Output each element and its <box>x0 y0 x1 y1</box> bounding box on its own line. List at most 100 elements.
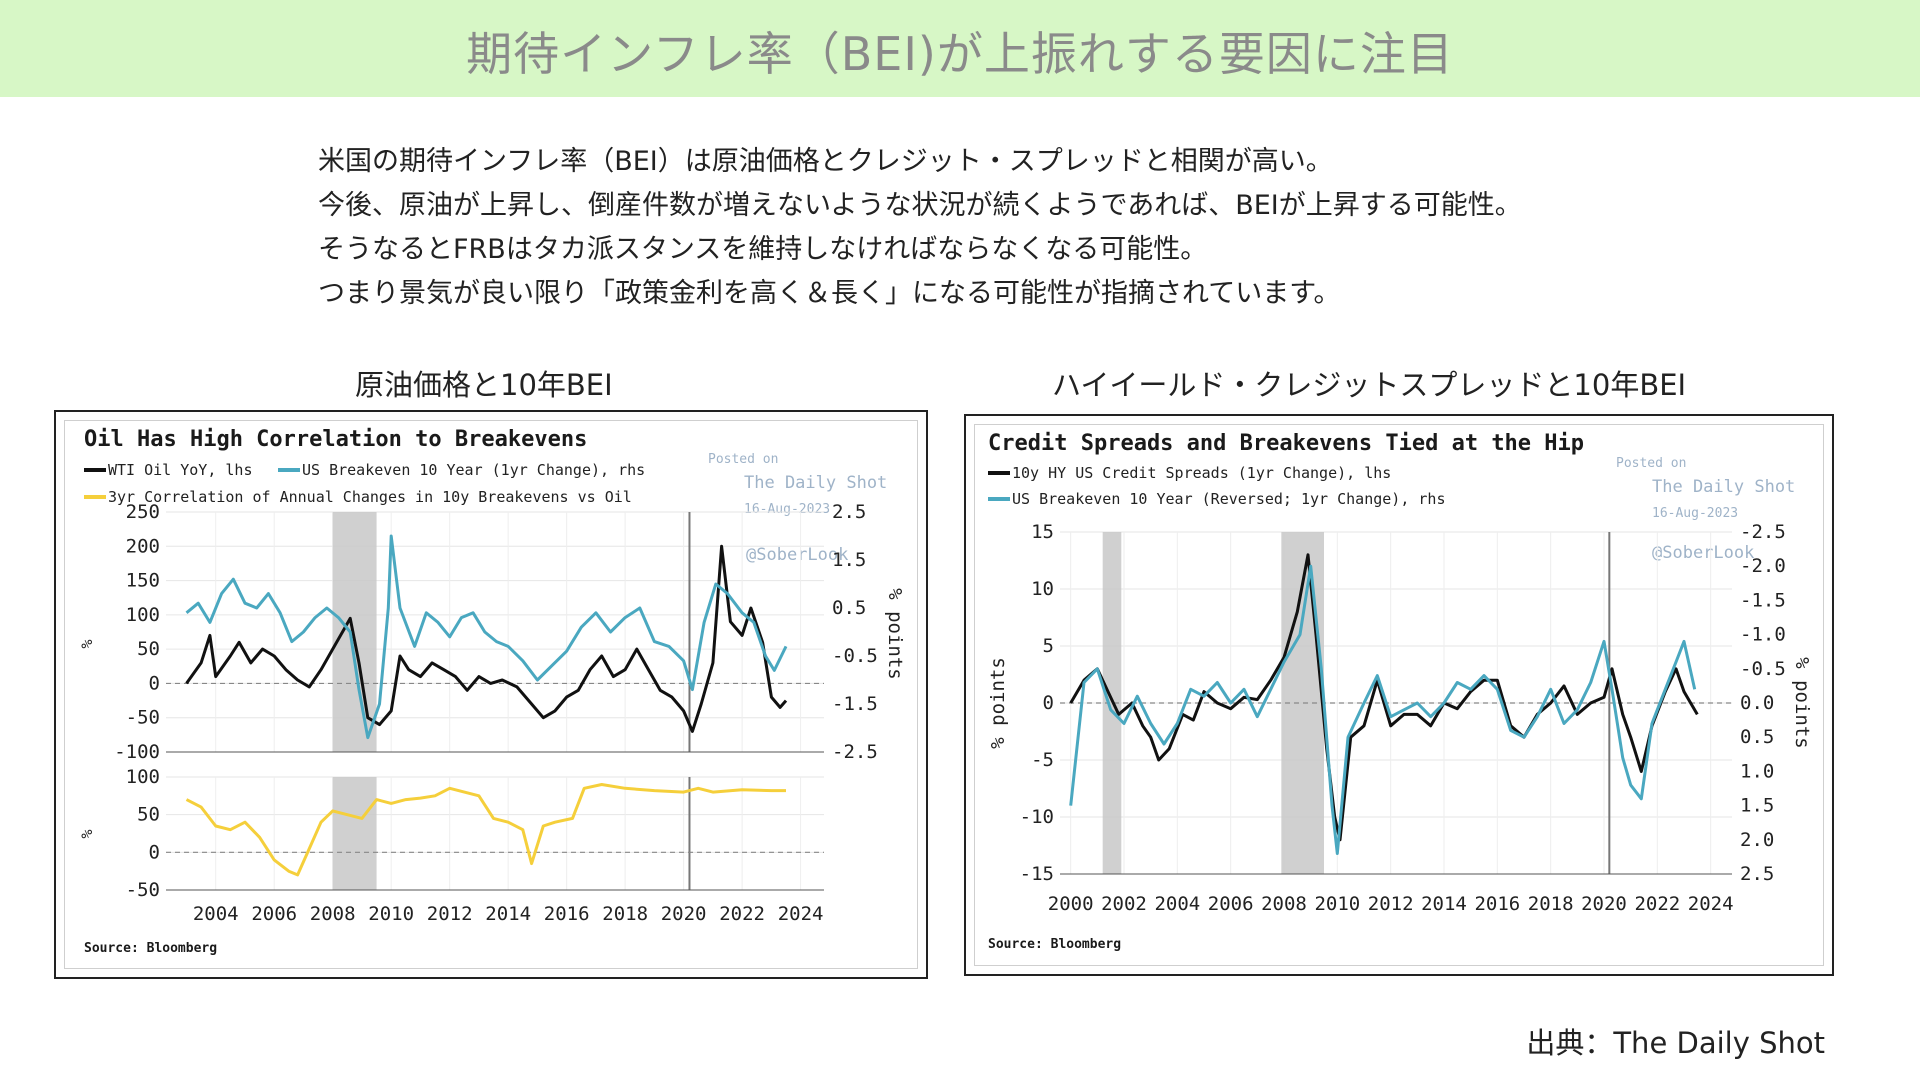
recession-band <box>332 777 377 890</box>
right-chart-caption: ハイイールド・クレジットスプレッドと10年BEI <box>1052 368 1687 402</box>
description-line: 米国の期待インフレ率（BEI）は原油価格とクレジット・スプレッドと相関が高い。 <box>318 146 1333 177</box>
y-tick-left: -15 <box>1020 863 1054 885</box>
x-tick-label: 2022 <box>1634 893 1680 915</box>
y-tick-right: 0.5 <box>1740 726 1774 748</box>
watermark-site: The Daily Shot <box>744 473 887 493</box>
x-tick-label: 2010 <box>368 903 414 925</box>
y-tick-right: 1.0 <box>1740 760 1774 782</box>
x-tick-label: 2006 <box>1208 893 1254 915</box>
title-bar: 期待インフレ率（BEI)が上振れする要因に注目 <box>0 0 1920 97</box>
y-tick-left: 200 <box>126 535 160 557</box>
x-tick-label: 2012 <box>1368 893 1414 915</box>
legend-entry: WTI Oil YoY, lhs <box>108 461 253 479</box>
y-tick-left: 15 <box>1031 521 1054 543</box>
x-tick-label: 2016 <box>544 903 590 925</box>
x-tick-label: 2002 <box>1101 893 1147 915</box>
y-tick-left: -10 <box>1020 806 1054 828</box>
y-tick-right: -2.5 <box>832 741 878 763</box>
legend-entry: 3yr Correlation of Annual Changes in 10y… <box>108 488 632 506</box>
y-tick-left: 0 <box>1043 692 1054 714</box>
series-line <box>185 544 788 733</box>
x-tick-label: 2006 <box>251 903 297 925</box>
y-tick-right: 1.5 <box>832 549 866 571</box>
legend-entry: US Breakeven 10 Year (Reversed; 1yr Chan… <box>1012 490 1445 508</box>
description-line: そうなるとFRBはタカ派スタンスを維持しなければならなくなる可能性。 <box>318 234 1208 265</box>
y-axis-label-left: % points <box>987 657 1009 749</box>
y-tick-left: -50 <box>126 707 160 729</box>
y-tick-right: -1.5 <box>1740 589 1786 611</box>
x-tick-label: 2004 <box>1154 893 1200 915</box>
watermark-date: 16-Aug-2023 <box>1652 506 1738 521</box>
x-tick-label: 2010 <box>1314 893 1360 915</box>
x-tick-label: 2016 <box>1474 893 1520 915</box>
y-tick-left: -50 <box>126 879 160 901</box>
x-tick-label: 2018 <box>602 903 648 925</box>
description: 米国の期待インフレ率（BEI）は原油価格とクレジット・スプレッドと相関が高い。 … <box>318 140 1522 316</box>
x-tick-label: 2018 <box>1528 893 1574 915</box>
x-tick-label: 2008 <box>1261 893 1307 915</box>
series-line <box>185 534 788 740</box>
watermark-handle: @SoberLook <box>1652 543 1754 563</box>
y-tick-right: 0.5 <box>832 597 866 619</box>
series-line <box>1069 564 1697 855</box>
watermark-handle: @SoberLook <box>746 545 848 565</box>
page-title: 期待インフレ率（BEI)が上振れする要因に注目 <box>466 27 1454 81</box>
y-tick-right: -1.5 <box>832 693 878 715</box>
y-tick-left: 0 <box>149 672 160 694</box>
x-tick-label: 2024 <box>1688 893 1734 915</box>
x-tick-label: 2008 <box>310 903 356 925</box>
y-tick-left: 100 <box>126 766 160 788</box>
x-tick-label: 2012 <box>427 903 473 925</box>
x-tick-label: 2020 <box>1581 893 1627 915</box>
chart-title: Credit Spreads and Breakevens Tied at th… <box>988 431 1584 456</box>
y-axis-label-left: % <box>78 639 96 648</box>
oil-breakeven-chart: Oil Has High Correlation to Breakevens WT… <box>54 410 928 979</box>
y-tick-right: 1.5 <box>1740 795 1774 817</box>
x-tick-label: 2024 <box>778 903 824 925</box>
chart-source: Source: Bloomberg <box>84 941 217 956</box>
oil-breakeven-chart-svg: Oil Has High Correlation to Breakevens WT… <box>78 427 906 956</box>
x-tick-label: 2000 <box>1048 893 1094 915</box>
recession-band <box>332 512 377 752</box>
chart-title: Oil Has High Correlation to Breakevens <box>84 427 587 452</box>
y-axis-label-right: % points <box>884 588 906 680</box>
y-tick-right: -2.5 <box>1740 521 1786 543</box>
watermark-posted: Posted on <box>1616 456 1686 471</box>
watermark-site: The Daily Shot <box>1652 477 1795 497</box>
y-tick-left: 150 <box>126 570 160 592</box>
series-line <box>185 783 786 877</box>
y-tick-right: 2.0 <box>1740 829 1774 851</box>
watermark-posted: Posted on <box>708 452 778 467</box>
x-tick-label: 2020 <box>661 903 707 925</box>
series-line <box>1069 553 1699 842</box>
y-tick-right: -1.0 <box>1740 624 1786 646</box>
description-line: つまり景気が良い限り「政策金利を高く＆長く」になる可能性が指摘されています。 <box>318 278 1341 309</box>
y-tick-left: 5 <box>1043 635 1054 657</box>
legend-entry: 10y HY US Credit Spreads (1yr Change), l… <box>1012 464 1391 482</box>
credit-spread-breakeven-chart-svg: Credit Spreads and Breakevens Tied at th… <box>987 431 1813 952</box>
y-axis-label-left: % <box>78 829 96 838</box>
y-tick-left: 0 <box>149 841 160 863</box>
y-tick-left: 10 <box>1031 578 1054 600</box>
legend-entry: US Breakeven 10 Year (1yr Change), rhs <box>302 461 645 479</box>
y-tick-right: -2.0 <box>1740 555 1786 577</box>
y-tick-left: 250 <box>126 501 160 523</box>
y-tick-left: 100 <box>126 604 160 626</box>
x-tick-label: 2014 <box>1421 893 1467 915</box>
x-tick-label: 2022 <box>719 903 765 925</box>
watermark-date: 16-Aug-2023 <box>744 502 830 517</box>
y-tick-right: 2.5 <box>1740 863 1774 885</box>
y-tick-left: 50 <box>137 804 160 826</box>
y-axis-label-right: % points <box>1791 657 1813 749</box>
credit-spread-breakeven-chart: Credit Spreads and Breakevens Tied at th… <box>964 414 1834 976</box>
footer-source: 出典：The Daily Shot <box>1526 1026 1825 1060</box>
y-tick-left: -5 <box>1031 749 1054 771</box>
y-tick-right: 2.5 <box>832 501 866 523</box>
x-tick-label: 2004 <box>193 903 239 925</box>
y-tick-left: -100 <box>114 741 160 763</box>
y-tick-right: -0.5 <box>1740 658 1786 680</box>
left-chart-caption: 原油価格と10年BEI <box>355 368 613 402</box>
chart-source: Source: Bloomberg <box>988 937 1121 952</box>
y-tick-right: 0.0 <box>1740 692 1774 714</box>
x-tick-label: 2014 <box>485 903 531 925</box>
